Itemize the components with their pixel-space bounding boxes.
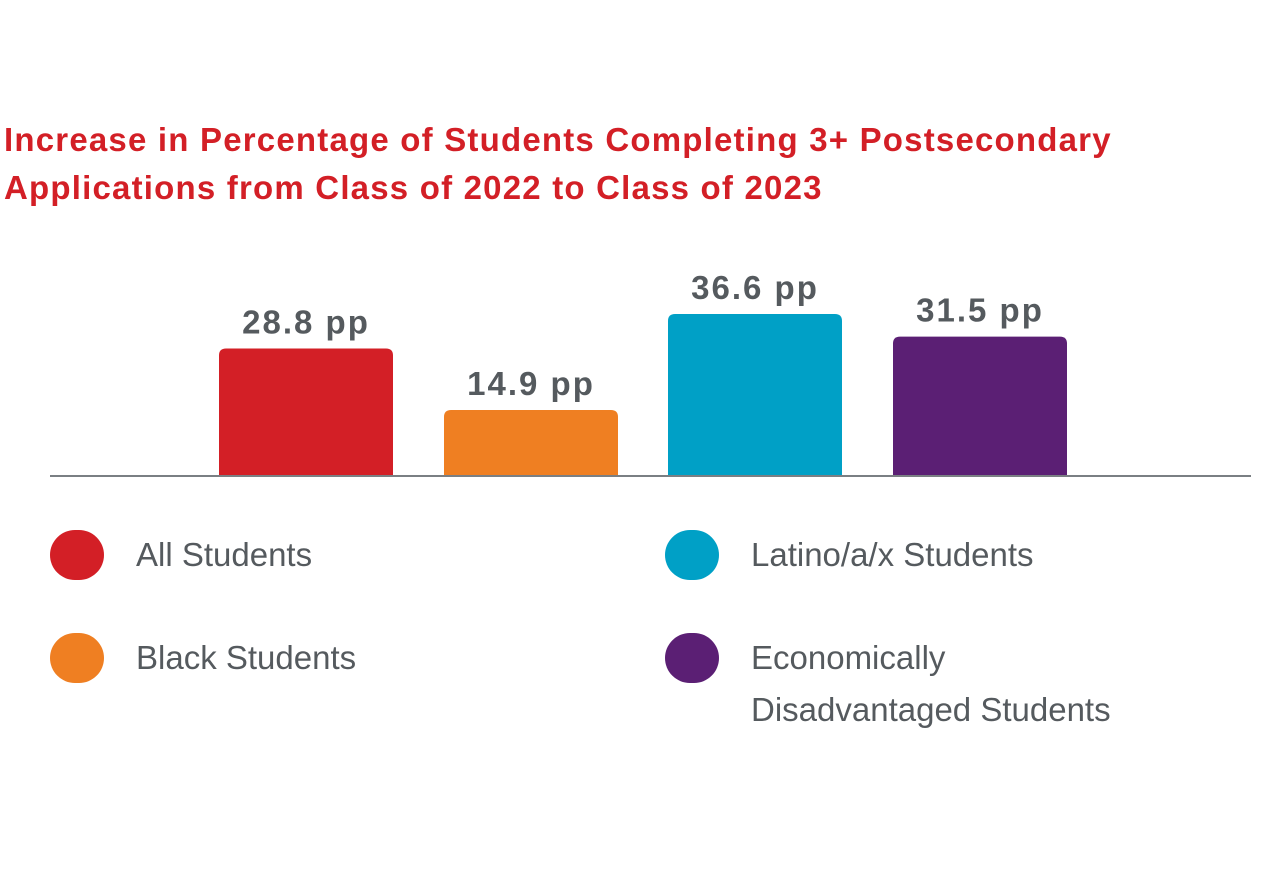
legend-item-all-students: All Students [50, 530, 312, 581]
bar-label-all-students: 28.8 pp [242, 304, 370, 341]
legend-item-latino-students: Latino/a/x Students [665, 530, 1034, 581]
chart-title-line-1: Increase in Percentage of Students Compl… [4, 121, 1112, 158]
bar-label-black-students: 14.9 pp [467, 365, 595, 402]
legend-label-all-students: All Students [136, 536, 313, 573]
bar-all-students [219, 348, 393, 476]
bar-econ-disadvantaged-students [893, 336, 1067, 476]
bars-group [219, 314, 1067, 476]
bar-latino-students [668, 314, 842, 476]
legend-swatch-all-students [50, 530, 104, 580]
legend-label-black-students: Black Students [136, 639, 357, 676]
bar-label-latino-students: 36.6 pp [691, 269, 819, 306]
legend-item-econ-disadvantaged-students: Economically Disadvantaged Students [665, 633, 1111, 736]
chart-title: Increase in Percentage of Students Compl… [4, 116, 1274, 212]
legend-label-latino-students: Latino/a/x Students [751, 536, 1034, 573]
legend-swatch-black-students [50, 633, 104, 683]
bar-black-students [444, 410, 618, 476]
legend-item-black-students: Black Students [50, 633, 356, 684]
legend-label-econ-disadvantaged-students: Economically Disadvantaged Students [751, 639, 1111, 728]
bar-label-econ-disadvantaged-students: 31.5 pp [916, 292, 1044, 329]
legend-swatch-econ-disadvantaged-students [665, 633, 719, 683]
legend-swatch-latino-students [665, 530, 719, 580]
bar-labels-group: 28.8 pp 14.9 pp 36.6 pp 31.5 pp [242, 269, 1044, 402]
chart-title-line-2: Applications from Class of 2022 to Class… [4, 169, 823, 206]
